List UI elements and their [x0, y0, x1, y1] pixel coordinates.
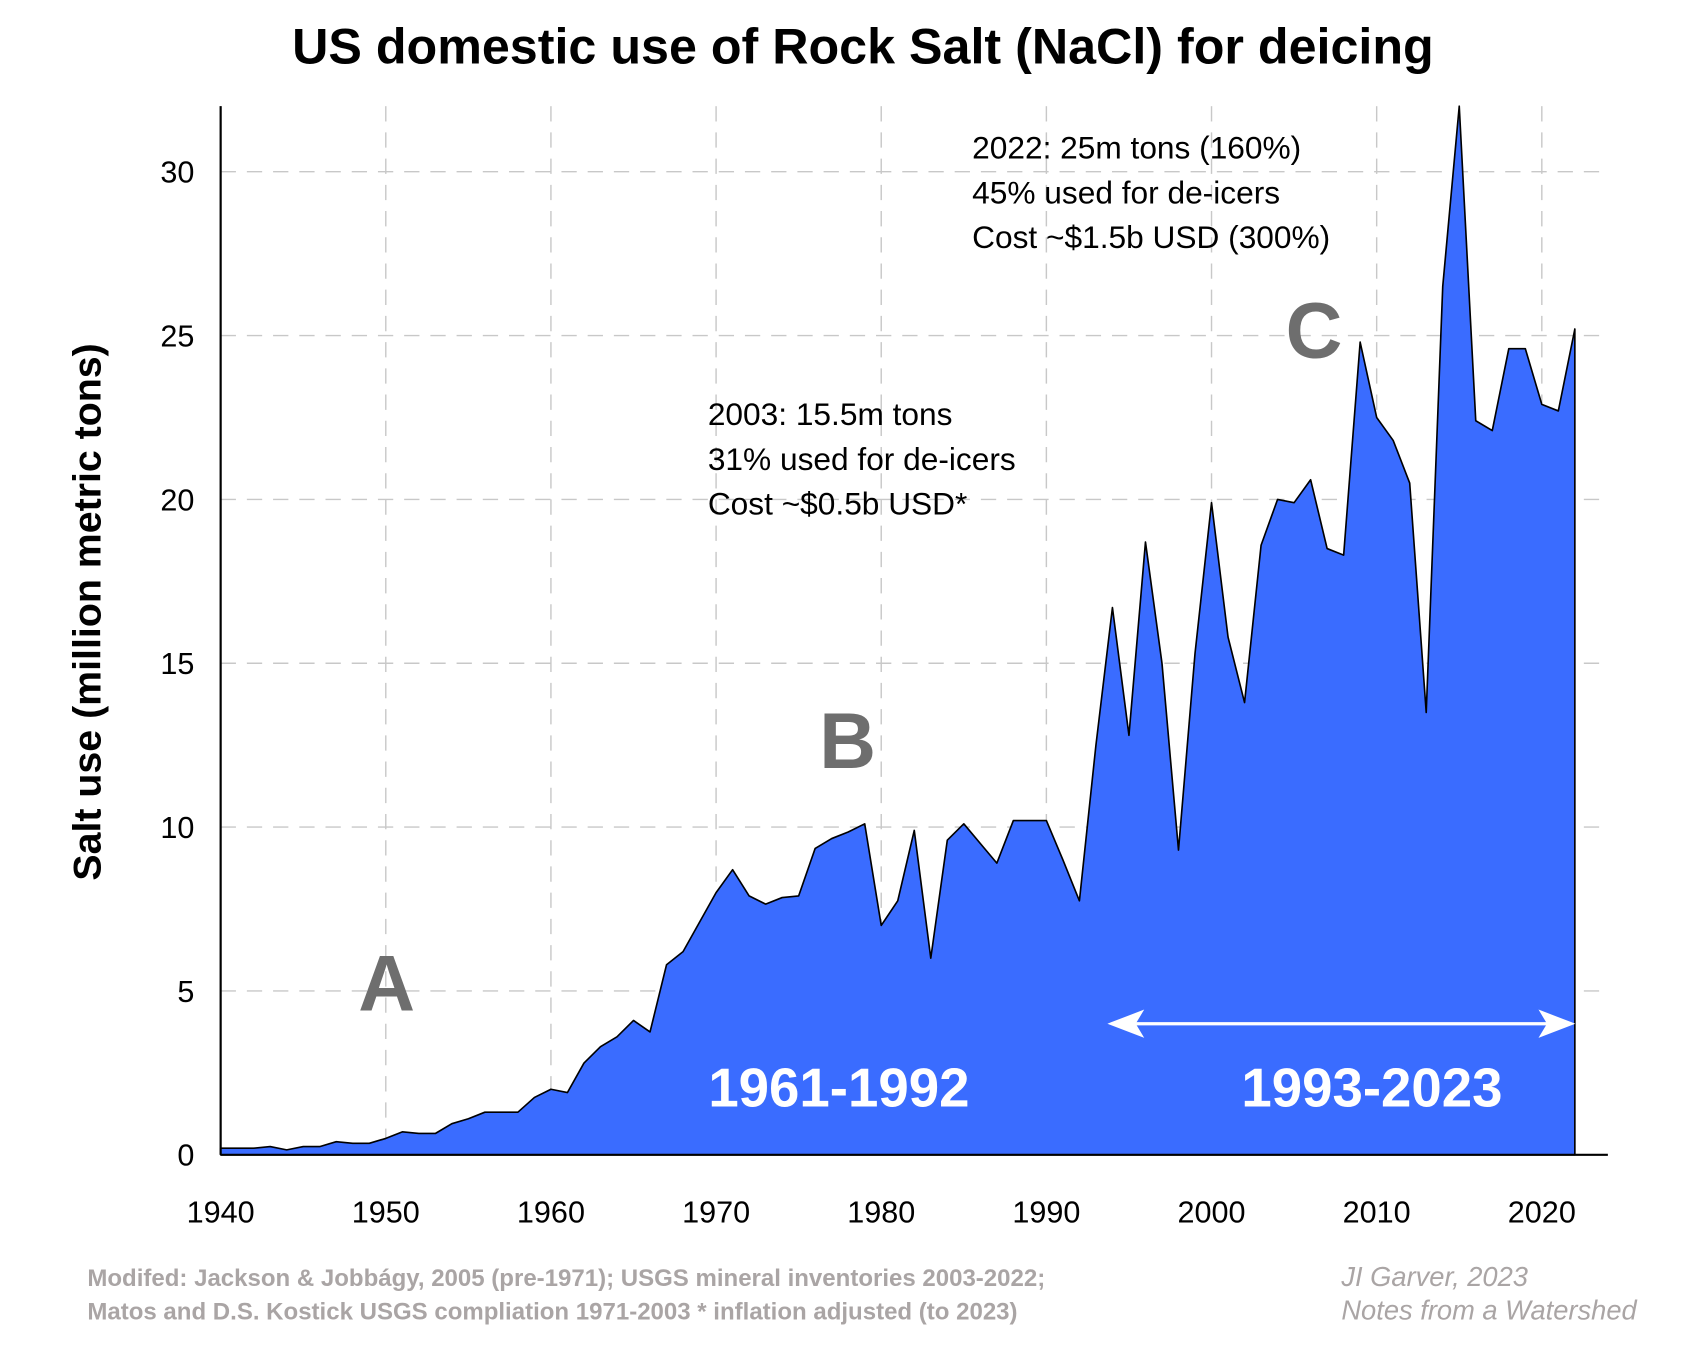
annotation-note: Cost ~$1.5b USD (300%) [972, 219, 1330, 255]
x-tick-label: 1980 [847, 1196, 915, 1230]
x-tick-label: 2010 [1343, 1196, 1411, 1230]
x-tick-label: 1970 [682, 1196, 750, 1230]
credit: JI Garver, 2023 [1340, 1261, 1528, 1292]
period-label: 1993-2023 [1241, 1058, 1502, 1119]
annotation-note: 31% used for de-icers [708, 441, 1016, 477]
x-tick-label: 1940 [187, 1196, 255, 1230]
x-tick-label: 1990 [1012, 1196, 1080, 1230]
x-tick-label: 2020 [1508, 1196, 1576, 1230]
source-note: Matos and D.S. Kostick USGS compliation … [87, 1299, 1017, 1326]
credit: Notes from a Watershed [1341, 1295, 1637, 1326]
annotation-note: 45% used for de-icers [972, 174, 1280, 210]
y-tick-label: 25 [160, 319, 194, 353]
period-label: 1961-1992 [708, 1058, 969, 1119]
chart-title: US domestic use of Rock Salt (NaCl) for … [292, 19, 1434, 75]
annotation-note: 2003: 15.5m tons [708, 396, 953, 432]
x-tick-label: 1960 [517, 1196, 585, 1230]
annotation-letter: A [358, 940, 415, 1028]
y-tick-label: 5 [177, 975, 194, 1009]
x-tick-label: 2000 [1178, 1196, 1246, 1230]
annotation-letter: B [819, 697, 876, 785]
annotation-note: 2022: 25m tons (160%) [972, 130, 1301, 166]
y-axis-label: Salt use (million metric tons) [65, 343, 109, 880]
y-tick-label: 15 [160, 647, 194, 681]
y-tick-label: 30 [160, 156, 194, 190]
period-arrow [1107, 1009, 1576, 1038]
y-tick-label: 10 [160, 811, 194, 845]
area [219, 105, 1576, 1156]
y-tick-label: 0 [177, 1139, 194, 1173]
plot [219, 105, 1576, 1156]
source-note: Modifed: Jackson & Jobbágy, 2005 (pre-19… [87, 1265, 1045, 1292]
x-tick-label: 1950 [352, 1196, 420, 1230]
notes: 2003: 15.5m tons 31% used for de-icers Cos… [87, 130, 1637, 1326]
y-tick-label: 20 [160, 483, 194, 517]
annotation-letter: C [1286, 286, 1343, 374]
annotation-note: Cost ~$0.5b USD* [708, 486, 968, 522]
